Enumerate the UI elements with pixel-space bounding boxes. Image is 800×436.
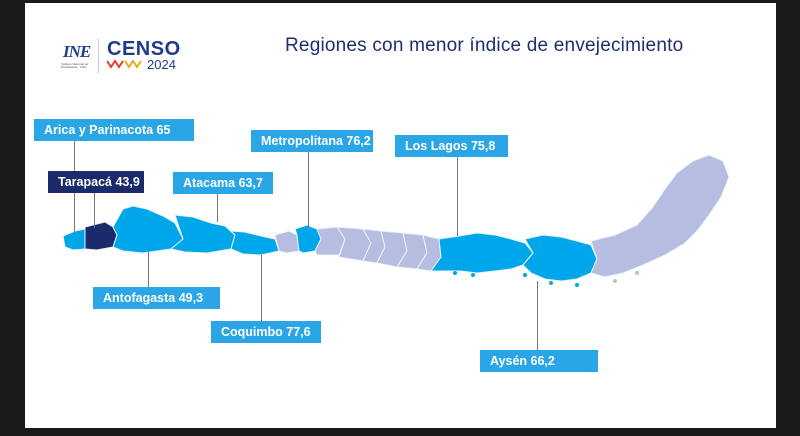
leader-antofagasta — [148, 251, 149, 289]
label-antofagasta: Antofagasta 49,3 — [93, 287, 220, 309]
label-metropolitana: Metropolitana 76,2 — [251, 130, 373, 152]
region-los-lagos — [430, 232, 534, 274]
region-tarapaca — [84, 221, 118, 251]
region-aysen — [522, 234, 598, 282]
page-title: Regiones con menor índice de envejecimie… — [285, 35, 684, 56]
logo-divider — [98, 39, 99, 73]
region-antofagasta — [112, 205, 184, 254]
label-aysen: Aysén 66,2 — [480, 350, 598, 372]
label-atacama: Atacama 63,7 — [173, 172, 273, 194]
chile-map — [62, 154, 730, 287]
label-tarapaca: Tarapacá 43,9 — [48, 171, 144, 193]
leader-metropolitana — [308, 151, 309, 227]
label-coquimbo: Coquimbo 77,6 — [211, 321, 321, 343]
leader-aysen — [537, 281, 538, 351]
censo-waves-icon — [107, 59, 142, 69]
leader-tarapaca — [94, 190, 95, 228]
leader-atacama — [217, 194, 218, 222]
censo-logo-year: 2024 — [147, 57, 176, 72]
region-valparaiso — [274, 230, 300, 254]
slide: INE Instituto Nacional de Estadísticas ·… — [25, 3, 776, 428]
label-arica: Arica y Parinacota 65 — [34, 119, 194, 141]
region-arica — [62, 228, 86, 251]
censo-logo-word: CENSO — [107, 38, 181, 60]
label-los-lagos: Los Lagos 75,8 — [395, 135, 508, 157]
region-magallanes — [590, 154, 730, 278]
ine-logo-subtitle: Instituto Nacional de Estadísticas · Chi… — [61, 62, 89, 69]
leader-coquimbo — [261, 255, 262, 323]
leader-los-lagos — [457, 157, 458, 236]
ine-logo: INE — [63, 42, 91, 61]
region-coquimbo — [229, 230, 280, 256]
